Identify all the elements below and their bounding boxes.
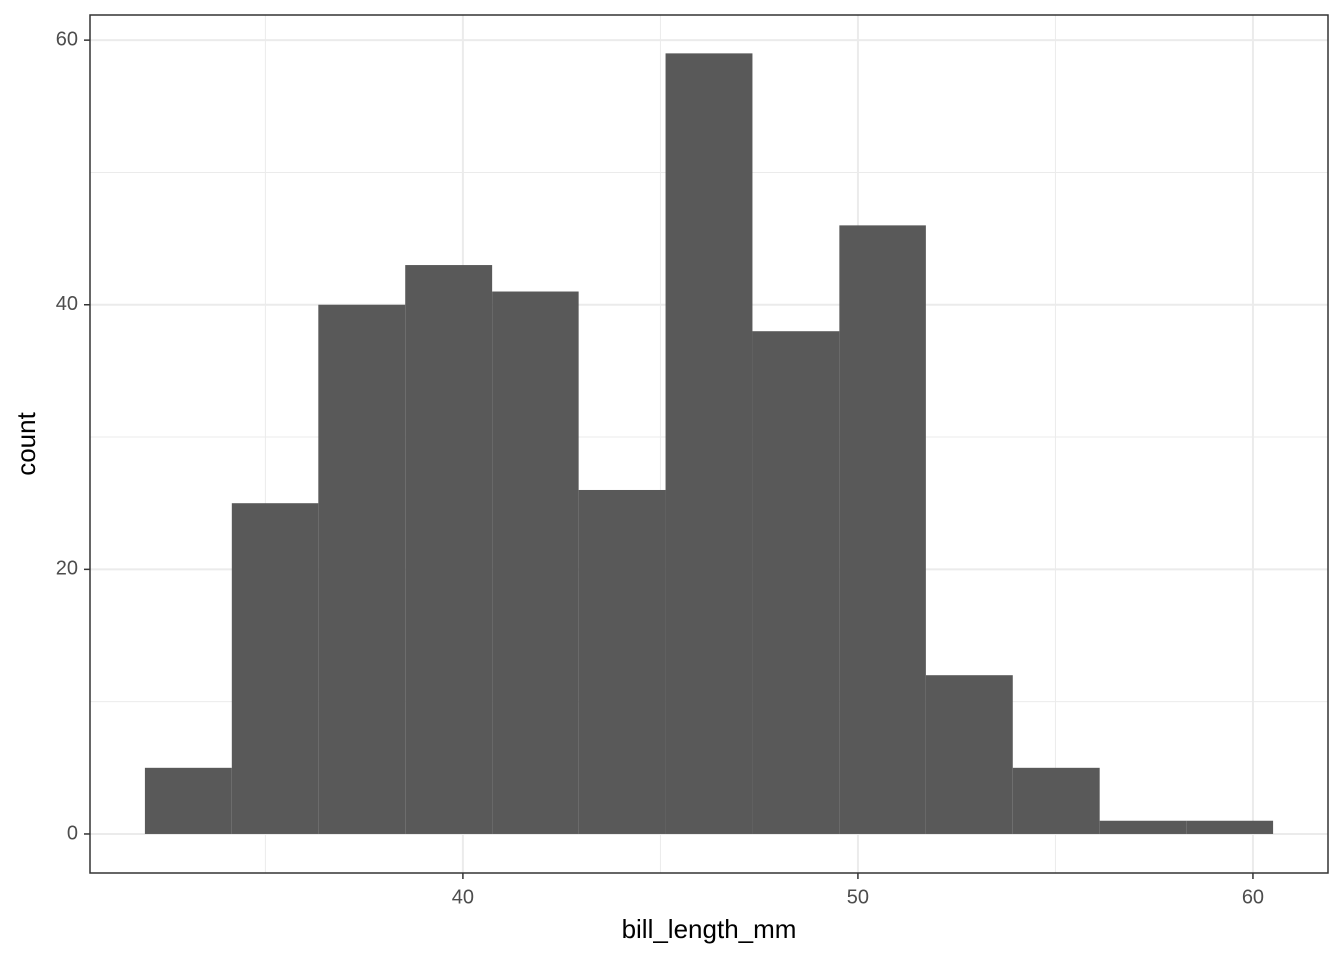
y-tick-label: 60	[56, 28, 78, 50]
y-axis-title: count	[11, 411, 41, 475]
bar	[1099, 820, 1187, 834]
bar	[492, 291, 579, 834]
bar	[925, 675, 1013, 834]
bar	[405, 265, 493, 834]
x-axis-title: bill_length_mm	[622, 914, 797, 944]
bar	[839, 225, 926, 834]
bars	[144, 53, 1274, 834]
bar	[578, 489, 666, 834]
x-tick-label: 60	[1242, 886, 1264, 908]
bar	[752, 331, 840, 834]
y-tick-label: 40	[56, 293, 78, 315]
bar	[1012, 767, 1100, 834]
bar	[665, 53, 753, 834]
y-tick-label: 0	[67, 822, 78, 844]
x-tick-label: 40	[452, 886, 474, 908]
bar	[1186, 820, 1274, 834]
panel-border	[89, 14, 1329, 874]
y-tick-label: 20	[56, 558, 78, 580]
x-tick-label: 50	[847, 886, 869, 908]
bar	[318, 304, 406, 834]
bar	[144, 767, 232, 834]
bar	[231, 503, 319, 834]
